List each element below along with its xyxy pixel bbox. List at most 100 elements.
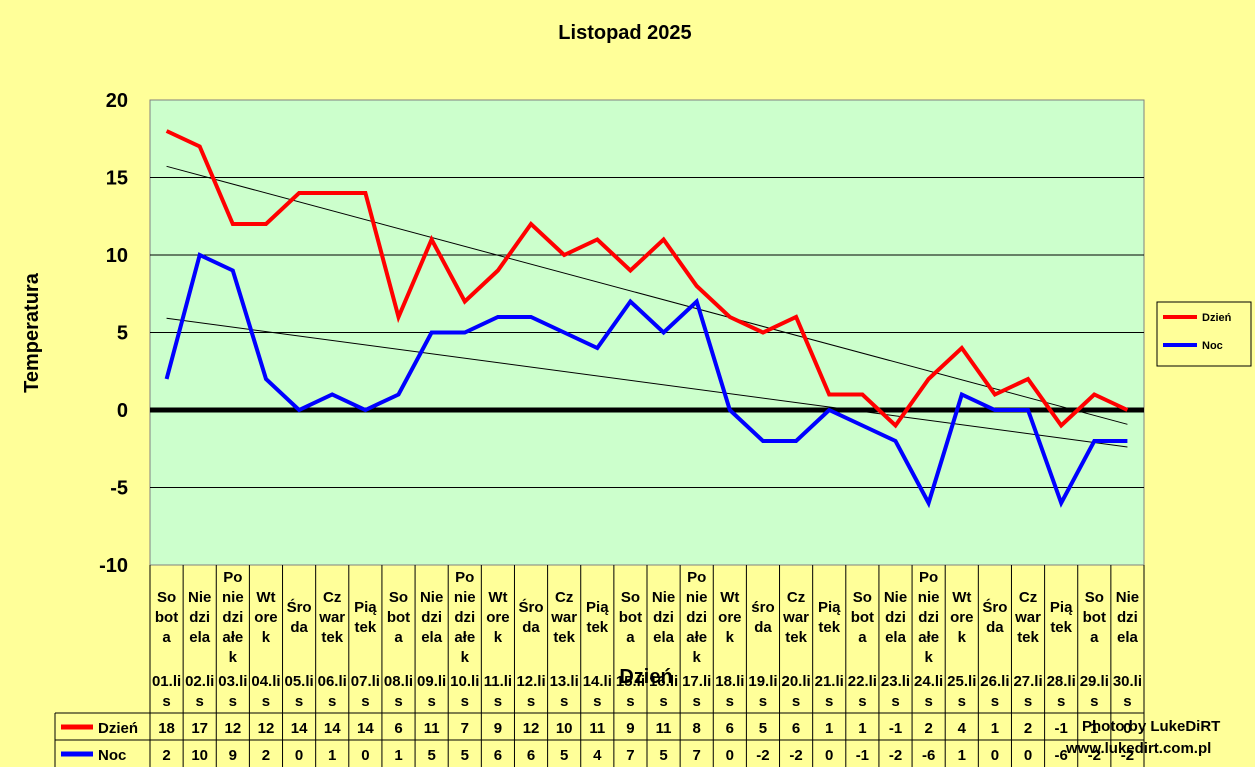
category-date-label: 23.li bbox=[881, 673, 910, 690]
category-date-label: s bbox=[494, 693, 502, 710]
category-day-label: Po bbox=[223, 569, 242, 586]
category-date-label: 05.li bbox=[285, 673, 314, 690]
category-date-label: s bbox=[626, 693, 634, 710]
category-day-label: dzi bbox=[653, 609, 674, 626]
table-value: 2 bbox=[1024, 720, 1032, 737]
category-day-label: tek bbox=[355, 619, 377, 636]
table-value: 5 bbox=[461, 747, 469, 764]
category-day-label: da bbox=[522, 619, 540, 636]
category-date-label: s bbox=[328, 693, 336, 710]
category-day-label: So bbox=[1085, 589, 1104, 606]
category-day-label: Po bbox=[455, 569, 474, 586]
category-date-label: 20.li bbox=[782, 673, 811, 690]
y-tick-label: -5 bbox=[110, 478, 128, 500]
table-value: 6 bbox=[792, 720, 800, 737]
category-day-label: Nie bbox=[652, 589, 675, 606]
table-value: -6 bbox=[1054, 747, 1067, 764]
category-day-label: ela bbox=[885, 629, 907, 646]
table-value: -6 bbox=[922, 747, 935, 764]
table-value: 10 bbox=[556, 720, 573, 737]
table-value: 11 bbox=[589, 720, 605, 737]
category-day-label: war bbox=[318, 609, 345, 626]
category-day-label: Nie bbox=[1116, 589, 1139, 606]
category-day-label: tek bbox=[321, 629, 343, 646]
table-value: -1 bbox=[1054, 720, 1067, 737]
category-date-label: s bbox=[593, 693, 601, 710]
category-day-label: dzi bbox=[1117, 609, 1138, 626]
category-day-label: dzi bbox=[222, 609, 243, 626]
category-day-label: Cz bbox=[1019, 589, 1037, 606]
table-value: 9 bbox=[229, 747, 237, 764]
category-date-label: s bbox=[693, 693, 701, 710]
category-date-label: 17.li bbox=[682, 673, 711, 690]
table-value: 0 bbox=[1024, 747, 1032, 764]
category-date-label: 08.li bbox=[384, 673, 413, 690]
table-value: 9 bbox=[626, 720, 634, 737]
table-value: 1 bbox=[858, 720, 866, 737]
table-value: 1 bbox=[991, 720, 999, 737]
category-date-label: 22.li bbox=[848, 673, 877, 690]
category-day-label: k bbox=[726, 629, 735, 646]
category-day-label: tek bbox=[818, 619, 840, 636]
category-day-label: k bbox=[924, 649, 933, 666]
category-day-label: bot bbox=[851, 609, 874, 626]
table-value: 1 bbox=[394, 747, 402, 764]
table-value: 10 bbox=[191, 747, 208, 764]
category-date-label: 29.li bbox=[1080, 673, 1109, 690]
category-day-label: ore bbox=[718, 609, 741, 626]
category-date-label: s bbox=[196, 693, 204, 710]
category-date-label: 25.li bbox=[947, 673, 976, 690]
category-day-label: dzi bbox=[686, 609, 707, 626]
category-date-label: 24.li bbox=[914, 673, 943, 690]
category-day-label: dzi bbox=[918, 609, 939, 626]
category-day-label: bot bbox=[155, 609, 178, 626]
category-day-label: a bbox=[1090, 629, 1099, 646]
table-value: -2 bbox=[1121, 747, 1134, 764]
category-date-label: s bbox=[958, 693, 966, 710]
category-day-label: Śro bbox=[287, 598, 312, 616]
category-day-label: Nie bbox=[420, 589, 443, 606]
category-day-label: da bbox=[290, 619, 308, 636]
category-date-label: s bbox=[792, 693, 800, 710]
table-value: 14 bbox=[357, 720, 374, 737]
category-day-label: Wt bbox=[256, 589, 275, 606]
category-day-label: dzi bbox=[885, 609, 906, 626]
category-date-label: s bbox=[659, 693, 667, 710]
table-value: 1 bbox=[1090, 720, 1098, 737]
category-day-label: war bbox=[782, 609, 809, 626]
category-day-label: dzi bbox=[454, 609, 475, 626]
category-date-label: 11.li bbox=[484, 673, 512, 690]
category-date-label: 01.li bbox=[152, 673, 181, 690]
table-value: 0 bbox=[361, 747, 369, 764]
category-date-label: s bbox=[527, 693, 535, 710]
category-date-label: 14.li bbox=[583, 673, 612, 690]
category-day-label: dzi bbox=[189, 609, 210, 626]
category-day-label: tek bbox=[553, 629, 575, 646]
category-day-label: dzi bbox=[421, 609, 442, 626]
category-day-label: ore bbox=[950, 609, 973, 626]
table-value: 0 bbox=[726, 747, 734, 764]
category-day-label: k bbox=[494, 629, 503, 646]
category-date-label: 15.li bbox=[616, 673, 645, 690]
y-tick-label: 20 bbox=[106, 90, 128, 112]
category-day-label: Wt bbox=[720, 589, 739, 606]
category-day-label: Cz bbox=[787, 589, 805, 606]
category-date-label: 16.li bbox=[649, 673, 678, 690]
table-value: 5 bbox=[659, 747, 667, 764]
category-date-label: 27.li bbox=[1013, 673, 1042, 690]
table-value: -2 bbox=[756, 747, 769, 764]
category-day-label: So bbox=[389, 589, 408, 606]
y-tick-label: -10 bbox=[99, 555, 128, 577]
category-day-label: śro bbox=[751, 599, 774, 616]
category-day-label: ałe bbox=[454, 629, 475, 646]
category-date-label: 19.li bbox=[748, 673, 777, 690]
table-value: 18 bbox=[158, 720, 175, 737]
table-value: 6 bbox=[394, 720, 402, 737]
table-value: 14 bbox=[324, 720, 341, 737]
category-day-label: a bbox=[162, 629, 171, 646]
table-series-name: Noc bbox=[98, 747, 126, 764]
category-day-label: ela bbox=[421, 629, 443, 646]
table-value: 1 bbox=[958, 747, 966, 764]
category-day-label: nie bbox=[454, 589, 476, 606]
